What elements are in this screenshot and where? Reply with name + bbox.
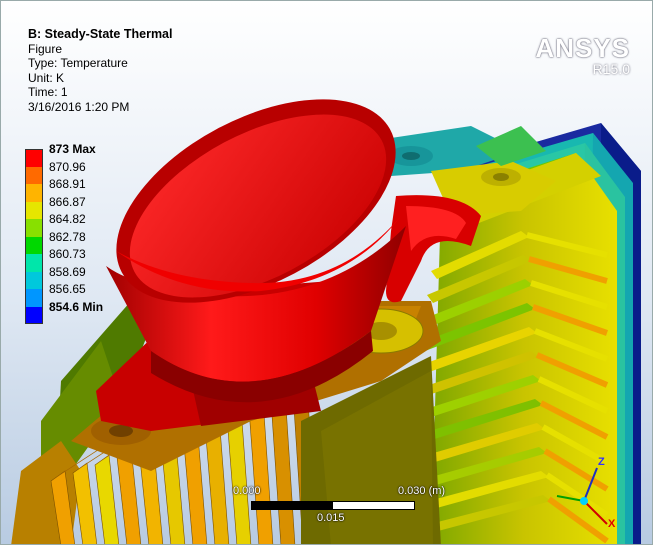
fin-side [526, 232, 608, 258]
fin-edge [419, 303, 535, 351]
scale-left-label: 0.000 [233, 485, 261, 497]
legend-label: 856.65 [49, 282, 86, 296]
legend-swatch [25, 166, 43, 184]
scale-bar: 0.000 0.030 (m) 0.015 [233, 485, 445, 525]
fin-edge [403, 399, 543, 447]
fin-edge [427, 255, 531, 303]
red-cup [106, 99, 406, 403]
fin-side [530, 280, 608, 310]
right-fins [387, 231, 609, 544]
fin-edge [423, 279, 533, 327]
fin-side [547, 496, 609, 544]
legend-label: 866.87 [49, 194, 86, 209]
legend-swatch [25, 219, 43, 237]
figure-label: Figure [28, 41, 63, 56]
legend-label: 854.6 Min [49, 299, 104, 314]
legend-swatch [25, 289, 43, 307]
front-fin-top [51, 441, 111, 481]
result-info-block: B: Steady-State Thermal Figure Type: Tem… [28, 27, 172, 114]
fin-side [533, 328, 609, 362]
upper-lugs [371, 126, 556, 216]
ansys-logo: ANSYS R15.0 [535, 35, 630, 77]
scale-bar-graphic [251, 501, 415, 510]
legend-swatch [25, 236, 43, 254]
fin-side [545, 472, 609, 518]
legend-label: 860.73 [49, 247, 86, 261]
legend-label: 873 Max [49, 142, 96, 156]
legend-swatch [25, 184, 43, 202]
result-time: Time: 1 [28, 85, 68, 99]
result-unit: Unit: K [28, 70, 65, 85]
axis-triad[interactable]: Z X [549, 456, 619, 536]
fin-side [528, 256, 608, 284]
fin-side [537, 376, 609, 414]
legend-swatch [25, 271, 43, 289]
legend-label: 870.96 [49, 159, 86, 174]
analysis-title: B: Steady-State Thermal [28, 27, 173, 41]
legend-label: 868.91 [49, 177, 86, 191]
fin-side [539, 400, 609, 440]
brand-name: ANSYS [535, 33, 630, 63]
legend-swatch [25, 306, 43, 324]
scale-mid-label: 0.015 [317, 512, 345, 524]
legend-label: 858.69 [49, 264, 86, 279]
legend-label: 862.78 [49, 229, 86, 244]
result-date: 3/16/2016 1:20 PM [28, 99, 130, 114]
brand-version: R15.0 [592, 61, 630, 77]
triad-x-label: X [608, 518, 616, 530]
fin-edge [415, 327, 537, 375]
legend-swatch [25, 149, 43, 167]
fin-side [532, 304, 608, 336]
scale-right-label: 0.030 (m) [398, 485, 446, 497]
red-bracket [386, 195, 481, 303]
legend-swatch [25, 201, 43, 219]
fin-edge [407, 375, 541, 423]
legend-label: 864.82 [49, 212, 86, 226]
front-fin [94, 454, 120, 544]
fin-side [535, 352, 609, 388]
triad-icon [556, 467, 608, 525]
fin-edge [411, 351, 539, 399]
triad-z-label: Z [598, 456, 605, 468]
fin-side [541, 424, 609, 466]
cylinder-body [301, 356, 441, 544]
fin-edge [431, 231, 529, 279]
result-type: Type: Temperature [28, 56, 128, 70]
fin-side [543, 448, 609, 492]
legend-swatch [25, 254, 43, 272]
